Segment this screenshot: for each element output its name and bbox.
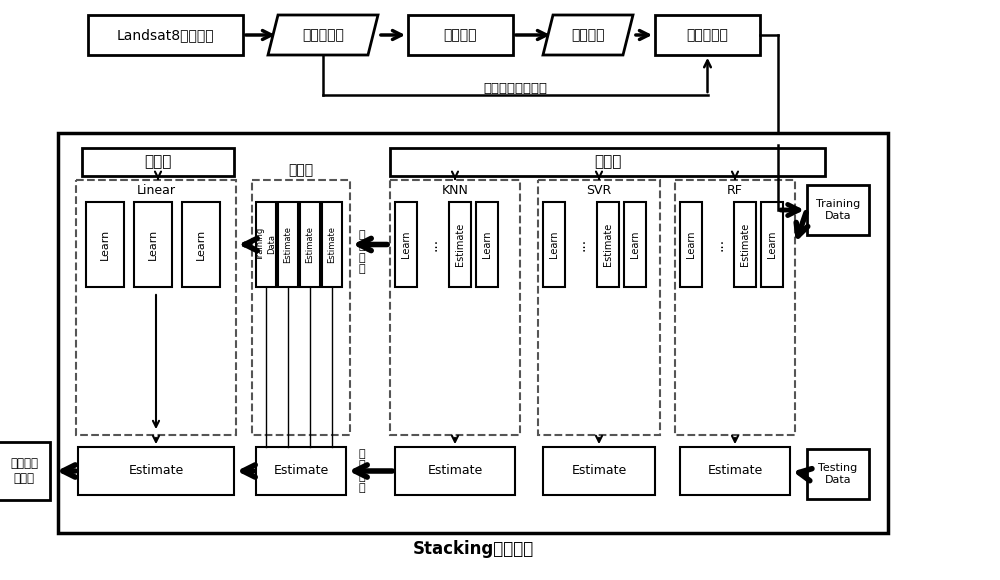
Bar bbox=[0, 442, 50, 500]
Text: Training
Data: Training Data bbox=[816, 199, 860, 221]
Bar bbox=[252, 180, 350, 435]
Text: Estimate: Estimate bbox=[306, 226, 314, 263]
Text: Estimate: Estimate bbox=[128, 465, 184, 477]
Text: Landsat8光谱数据: Landsat8光谱数据 bbox=[117, 28, 214, 42]
Text: Testing
Data: Testing Data bbox=[818, 463, 858, 485]
Bar bbox=[538, 180, 660, 435]
Text: Learn: Learn bbox=[401, 231, 411, 258]
Text: 特征数据集: 特征数据集 bbox=[687, 28, 728, 42]
Bar bbox=[82, 148, 234, 176]
Text: 影像预处理: 影像预处理 bbox=[302, 28, 344, 42]
Text: Estimate: Estimate bbox=[273, 465, 329, 477]
Text: Linear: Linear bbox=[136, 184, 176, 198]
Text: Estimate: Estimate bbox=[455, 223, 465, 266]
Bar bbox=[278, 202, 298, 287]
Bar bbox=[58, 133, 888, 533]
Text: ...: ... bbox=[426, 238, 440, 251]
Text: Estimate: Estimate bbox=[427, 465, 483, 477]
Text: KNN: KNN bbox=[442, 184, 468, 198]
Text: Estimate: Estimate bbox=[603, 223, 613, 266]
Text: Estimate: Estimate bbox=[284, 226, 292, 263]
Text: Learn: Learn bbox=[482, 231, 492, 258]
Text: 元模型: 元模型 bbox=[144, 154, 172, 169]
Text: Learn: Learn bbox=[630, 231, 640, 258]
Text: RF: RF bbox=[727, 184, 743, 198]
Bar bbox=[761, 202, 783, 287]
Bar bbox=[300, 202, 320, 287]
Text: Learn: Learn bbox=[767, 231, 777, 258]
Text: 基模型: 基模型 bbox=[594, 154, 621, 169]
Text: 相关分析: 相关分析 bbox=[571, 28, 605, 42]
Bar bbox=[88, 15, 243, 55]
Bar bbox=[597, 202, 619, 287]
Bar bbox=[476, 202, 498, 287]
Bar bbox=[134, 202, 172, 287]
Bar bbox=[256, 202, 276, 287]
Text: SVR: SVR bbox=[586, 184, 612, 198]
Bar bbox=[807, 449, 869, 499]
Text: Learn: Learn bbox=[100, 229, 110, 260]
Bar bbox=[449, 202, 471, 287]
Bar bbox=[78, 447, 234, 495]
Bar bbox=[734, 202, 756, 287]
Bar bbox=[543, 447, 655, 495]
Bar bbox=[390, 148, 825, 176]
Polygon shape bbox=[268, 15, 378, 55]
Bar bbox=[675, 180, 795, 435]
Bar bbox=[807, 185, 869, 235]
Text: 柑橘叶片
氮含量: 柑橘叶片 氮含量 bbox=[10, 457, 38, 485]
Bar bbox=[543, 202, 565, 287]
Text: 取
平
均
值: 取 平 均 值 bbox=[359, 448, 365, 494]
Text: 交
叉
验
证: 交 叉 验 证 bbox=[359, 230, 365, 274]
Bar bbox=[86, 202, 124, 287]
Text: Estimate: Estimate bbox=[571, 465, 627, 477]
Text: 光谱指数: 光谱指数 bbox=[444, 28, 477, 42]
Bar bbox=[390, 180, 520, 435]
Text: Training
Data: Training Data bbox=[256, 228, 276, 261]
Text: Learn: Learn bbox=[549, 231, 559, 258]
Polygon shape bbox=[543, 15, 633, 55]
Text: Estimate: Estimate bbox=[707, 465, 763, 477]
Bar bbox=[322, 202, 342, 287]
Bar bbox=[655, 15, 760, 55]
Text: Learn: Learn bbox=[148, 229, 158, 260]
Text: Estimate: Estimate bbox=[328, 226, 336, 263]
Bar bbox=[256, 447, 346, 495]
Bar bbox=[408, 15, 513, 55]
Text: ...: ... bbox=[711, 238, 725, 251]
Text: Stacking集成学习: Stacking集成学习 bbox=[412, 540, 534, 558]
Text: Learn: Learn bbox=[686, 231, 696, 258]
Text: 新特征: 新特征 bbox=[288, 163, 314, 177]
Bar bbox=[624, 202, 646, 287]
Bar bbox=[76, 180, 236, 435]
Bar bbox=[395, 202, 417, 287]
Text: 预处理后光谱波段: 预处理后光谱波段 bbox=[483, 82, 547, 95]
Bar bbox=[182, 202, 220, 287]
Text: Learn: Learn bbox=[196, 229, 206, 260]
Bar bbox=[680, 447, 790, 495]
Bar bbox=[395, 447, 515, 495]
Text: ...: ... bbox=[574, 238, 588, 251]
Bar bbox=[680, 202, 702, 287]
Text: Estimate: Estimate bbox=[740, 223, 750, 266]
